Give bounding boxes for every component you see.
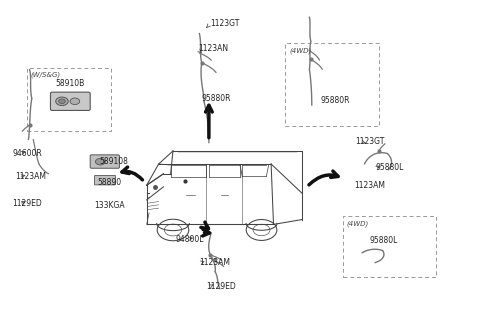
FancyBboxPatch shape: [90, 155, 120, 168]
Text: 94600R: 94600R: [12, 149, 42, 158]
Text: 1123AM: 1123AM: [15, 172, 46, 181]
Text: 95880L: 95880L: [369, 236, 397, 245]
Circle shape: [70, 98, 80, 105]
Text: 94800L: 94800L: [175, 235, 204, 244]
Bar: [27, 68, 111, 131]
Text: 1129ED: 1129ED: [12, 199, 42, 208]
Text: 95880R: 95880R: [202, 94, 231, 103]
FancyBboxPatch shape: [95, 175, 116, 185]
Text: 58890: 58890: [97, 178, 121, 187]
Text: 1129ED: 1129ED: [206, 282, 236, 291]
Text: 1123AM: 1123AM: [354, 181, 385, 190]
Bar: [343, 216, 436, 277]
Circle shape: [56, 97, 68, 106]
Text: 589108: 589108: [100, 156, 129, 166]
Text: 133KGA: 133KGA: [95, 201, 125, 210]
Text: (4WD): (4WD): [347, 220, 369, 227]
Text: 1123GT: 1123GT: [210, 19, 240, 28]
Text: 95880L: 95880L: [376, 163, 404, 172]
Text: 1123AN: 1123AN: [198, 44, 228, 53]
Text: 95880R: 95880R: [321, 96, 350, 106]
Text: 1123GT: 1123GT: [355, 137, 384, 146]
Circle shape: [59, 99, 65, 104]
Text: (4WD): (4WD): [289, 47, 312, 53]
Text: (W/S&G): (W/S&G): [31, 72, 61, 78]
FancyBboxPatch shape: [50, 92, 90, 111]
Circle shape: [96, 158, 105, 165]
Text: 58910B: 58910B: [56, 78, 85, 88]
Text: 1123AM: 1123AM: [199, 258, 230, 267]
Bar: [286, 43, 379, 126]
